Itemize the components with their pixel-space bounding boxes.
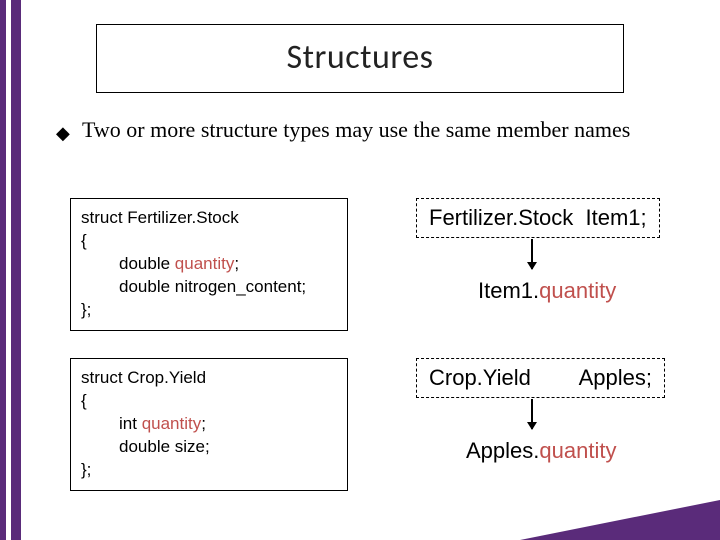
bullet-diamond: ◆	[56, 123, 70, 144]
code-token: int	[119, 414, 142, 433]
accent-corner-triangle	[520, 500, 720, 540]
code-line: {	[81, 230, 337, 253]
code-box-fertilizer: struct Fertilizer.Stock { double quantit…	[70, 198, 348, 331]
slide-title: Structures	[96, 24, 624, 93]
result-token: Item1.	[478, 278, 539, 303]
arrow-down-icon	[531, 399, 533, 429]
code-token: ;	[234, 254, 239, 273]
decl-token: Apples;	[579, 365, 652, 390]
code-line: double size;	[81, 436, 337, 459]
code-line: struct Crop.Yield	[81, 367, 337, 390]
accent-bar-thin	[0, 0, 6, 540]
code-token: ;	[201, 414, 206, 433]
accent-left-bars	[0, 0, 28, 540]
code-line: double nitrogen_content;	[81, 276, 337, 299]
declaration-fertilizer: Fertilizer.Stock Item1;	[416, 198, 660, 238]
result-token-highlight: quantity	[539, 438, 616, 463]
decl-spacing	[531, 365, 579, 390]
intro-text: Two or more structure types may use the …	[82, 116, 682, 144]
code-token-highlight: quantity	[175, 254, 235, 273]
code-token: double	[119, 254, 175, 273]
code-line: {	[81, 390, 337, 413]
code-box-cropyield: struct Crop.Yield { int quantity; double…	[70, 358, 348, 491]
declaration-cropyield: Crop.Yield Apples;	[416, 358, 665, 398]
code-line: };	[81, 459, 337, 482]
accent-bar-thick	[11, 0, 21, 540]
result-token-highlight: quantity	[539, 278, 616, 303]
code-line: struct Fertilizer.Stock	[81, 207, 337, 230]
result-token: Apples.	[466, 438, 539, 463]
result-apples-quantity: Apples.quantity	[466, 438, 616, 464]
code-token-highlight: quantity	[142, 414, 202, 433]
arrow-down-icon	[531, 239, 533, 269]
code-line: };	[81, 299, 337, 322]
code-line: int quantity;	[81, 413, 337, 436]
code-line: double quantity;	[81, 253, 337, 276]
result-item1-quantity: Item1.quantity	[478, 278, 616, 304]
decl-token: Crop.Yield	[429, 365, 531, 390]
